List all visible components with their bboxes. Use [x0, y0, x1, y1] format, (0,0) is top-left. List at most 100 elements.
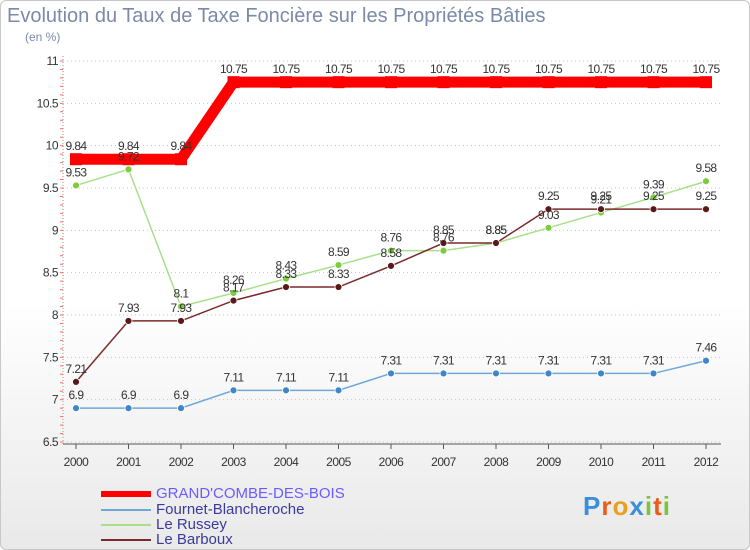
- y-tick-label: 9.5: [43, 181, 59, 195]
- data-label-le-barboux: 9.25: [538, 189, 560, 203]
- data-label-le-russey: 9.39: [643, 177, 665, 191]
- data-label-grand-combe: 10.75: [535, 62, 563, 76]
- data-label-le-barboux: 8.33: [276, 267, 298, 281]
- data-point-le-barboux: [387, 261, 395, 270]
- chart-title: Evolution du Taux de Taxe Foncière sur l…: [7, 5, 546, 27]
- data-label-fournet: 7.11: [276, 370, 297, 384]
- data-point-le-russey: [387, 246, 395, 255]
- data-label-le-russey: 9.03: [538, 208, 560, 222]
- data-point-le-barboux: [439, 239, 448, 247]
- logo-letter: t: [653, 491, 663, 521]
- data-point-fournet: [597, 369, 605, 378]
- data-point-le-barboux: [334, 283, 343, 291]
- legend-swatch-le-russey: [101, 524, 151, 526]
- data-point-fournet: [702, 356, 710, 365]
- data-point-grand-combe: [490, 76, 502, 89]
- data-label-fournet: 7.31: [538, 353, 560, 367]
- data-point-grand-combe: [70, 153, 82, 166]
- data-point-grand-combe: [700, 76, 712, 89]
- data-point-grand-combe: [595, 76, 607, 89]
- data-point-le-russey: [544, 223, 553, 232]
- data-label-le-russey: 9.53: [66, 165, 88, 179]
- data-point-fournet: [282, 386, 290, 395]
- x-tick-label: 2002: [169, 455, 195, 469]
- data-point-fournet: [387, 369, 395, 378]
- data-point-le-barboux: [597, 205, 605, 214]
- legend-swatch-grand-combe: [101, 491, 151, 497]
- x-tick-label: 2009: [536, 455, 562, 469]
- data-point-fournet: [544, 369, 553, 378]
- x-tick-label: 2006: [379, 455, 405, 469]
- y-tick-label: 11: [47, 54, 59, 68]
- data-label-fournet: 6.9: [69, 388, 85, 402]
- x-tick-label: 2000: [64, 455, 90, 469]
- y-tick-label: 6.5: [43, 435, 59, 449]
- data-label-grand-combe: 10.75: [377, 62, 405, 76]
- data-point-fournet: [492, 369, 500, 378]
- data-label-le-russey: 8.76: [433, 231, 455, 245]
- data-point-le-barboux: [544, 205, 553, 214]
- data-point-le-barboux: [72, 377, 80, 386]
- data-label-grand-combe: 10.75: [325, 62, 353, 76]
- data-point-grand-combe: [647, 76, 660, 89]
- data-point-le-russey: [282, 274, 290, 283]
- data-label-grand-combe: 10.75: [430, 62, 458, 76]
- data-label-le-barboux: 9.25: [643, 189, 665, 203]
- data-point-grand-combe: [227, 76, 240, 89]
- data-label-fournet: 7.31: [486, 353, 508, 367]
- data-point-grand-combe: [175, 153, 187, 166]
- logo-letter: x: [629, 491, 645, 521]
- x-tick-label: 2008: [484, 455, 510, 469]
- data-label-le-barboux: 8.85: [433, 223, 455, 237]
- data-label-grand-combe: 10.75: [482, 62, 510, 76]
- data-label-grand-combe: 9.84: [66, 139, 88, 153]
- y-tick-label: 7: [52, 393, 59, 407]
- data-label-grand-combe: 9.84: [118, 139, 140, 153]
- y-tick-label: 9: [52, 223, 59, 237]
- legend-label-fournet: Fournet-Blancheroche: [156, 501, 305, 518]
- data-point-grand-combe: [280, 76, 292, 89]
- data-label-le-russey: 8.1: [174, 287, 190, 301]
- x-tick-label: 2011: [642, 455, 667, 469]
- data-point-le-barboux: [124, 317, 133, 325]
- data-point-le-barboux: [229, 296, 238, 305]
- data-point-le-russey: [229, 289, 238, 297]
- legend-label-le-barboux: Le Barboux: [156, 531, 233, 548]
- series-line-fournet: [76, 359, 707, 409]
- unit-label: (en %): [25, 30, 61, 44]
- data-label-le-russey: 9.72: [118, 149, 140, 163]
- data-label-fournet: 7.31: [591, 353, 613, 367]
- data-label-le-russey: 8.43: [276, 259, 298, 273]
- logo-letter: i: [644, 491, 654, 521]
- data-point-le-russey: [124, 165, 133, 174]
- data-point-le-barboux: [177, 317, 185, 325]
- data-label-grand-combe: 10.75: [587, 62, 615, 76]
- data-point-grand-combe: [385, 76, 397, 89]
- x-tick-label: 2001: [116, 455, 142, 469]
- logo-letter: i: [662, 491, 671, 521]
- logo-letter: r: [601, 491, 613, 521]
- data-point-fournet: [439, 369, 448, 378]
- data-label-fournet: 7.31: [381, 353, 403, 367]
- data-point-grand-combe: [122, 153, 135, 166]
- x-tick-label: 2012: [694, 455, 720, 469]
- data-point-le-russey: [177, 302, 185, 311]
- legend-label-grand-combe: GRAND'COMBE-DES-BOIS: [156, 485, 345, 502]
- data-point-fournet: [177, 404, 185, 413]
- x-tick-label: 2010: [589, 455, 615, 469]
- data-label-grand-combe: 10.75: [640, 62, 668, 76]
- data-point-fournet: [229, 386, 238, 395]
- data-label-fournet: 6.9: [174, 388, 190, 402]
- y-tick-label: 10: [46, 139, 59, 153]
- data-label-fournet: 7.31: [433, 353, 455, 367]
- data-label-le-barboux: 8.33: [328, 267, 350, 281]
- data-label-le-barboux: 7.21: [66, 362, 88, 376]
- x-tick-label: 2003: [221, 455, 247, 469]
- x-tick-label: 2004: [274, 455, 300, 469]
- data-point-le-russey: [72, 181, 80, 190]
- y-tick-label: 8.5: [43, 266, 59, 280]
- data-point-le-russey: [439, 246, 448, 255]
- data-label-le-russey: 9.21: [591, 193, 613, 207]
